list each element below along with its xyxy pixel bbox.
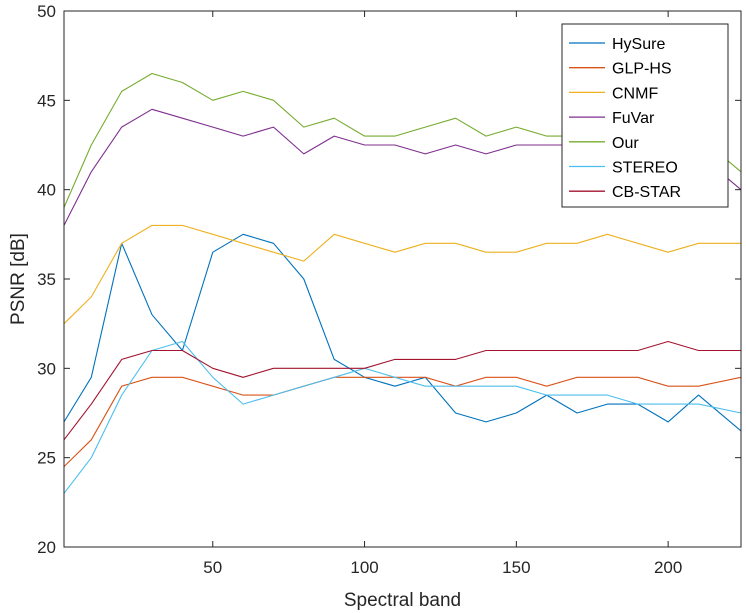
y-tick-label: 45 xyxy=(37,91,56,110)
legend-label-cb-star: CB-STAR xyxy=(612,184,681,201)
legend-label-cnmf: CNMF xyxy=(612,85,658,102)
x-axis-title: Spectral band xyxy=(344,590,461,611)
legend-label-fuvar: FuVar xyxy=(612,110,655,127)
legend-label-stereo: STEREO xyxy=(612,160,678,177)
legend: HySure GLP-HS CNMF FuVar Our STEREO CB-STAR xyxy=(561,23,729,208)
y-tick-label: 35 xyxy=(37,270,56,289)
y-tick-label: 25 xyxy=(37,449,56,468)
y-tick-label: 40 xyxy=(37,181,56,200)
legend-label-our: Our xyxy=(612,135,639,152)
series-layer xyxy=(63,72,742,494)
series-line-stereo xyxy=(63,340,742,494)
legend-label-glp-hs: GLP-HS xyxy=(612,61,672,78)
y-tick-label: 50 xyxy=(37,2,56,21)
series-line-hysure xyxy=(63,233,742,432)
y-tick-label: 20 xyxy=(37,538,56,557)
y-tick-label: 30 xyxy=(37,359,56,378)
series-line-cnmf xyxy=(63,224,741,325)
tick-layer: 50 100 150 200 20 25 30 35 40 45 50 xyxy=(37,2,741,577)
x-tick-label: 100 xyxy=(350,558,378,577)
x-tick-label: 50 xyxy=(203,558,222,577)
x-tick-label: 200 xyxy=(654,558,682,577)
series-line-cb-star xyxy=(63,340,741,441)
legend-label-hysure: HySure xyxy=(612,36,665,53)
y-axis-title: PSNR [dB] xyxy=(8,233,29,325)
legend-box xyxy=(561,23,729,208)
x-tick-label: 150 xyxy=(502,558,530,577)
